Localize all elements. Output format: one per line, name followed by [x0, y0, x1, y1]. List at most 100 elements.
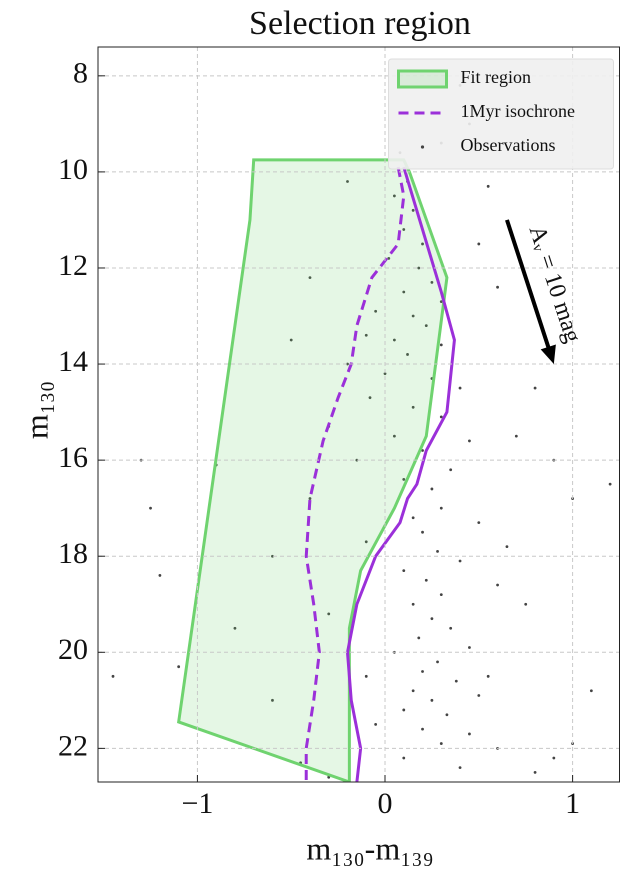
observation-point: [430, 617, 434, 621]
observation-point: [552, 756, 556, 760]
legend-marker: [420, 145, 425, 149]
legend-label: Fit region: [461, 67, 532, 87]
x-tick-label: 1: [565, 787, 580, 820]
observation-point: [417, 636, 421, 640]
observation-point: [449, 626, 453, 630]
observation-point: [149, 506, 152, 510]
observation-point: [424, 578, 428, 582]
observation-point: [411, 689, 415, 693]
observation-point: [505, 545, 509, 549]
observation-point: [411, 208, 415, 212]
observation-point: [524, 602, 528, 606]
y-tick-label: 10: [58, 153, 88, 186]
observation-point: [402, 756, 406, 760]
observation-point: [346, 180, 349, 183]
y-tick-label: 8: [73, 57, 88, 90]
observation-point: [368, 396, 372, 400]
observation-point: [468, 732, 471, 736]
observation-point: [383, 372, 387, 376]
arrow-head: [540, 344, 556, 365]
y-tick-label: 22: [58, 729, 88, 762]
observation-point: [439, 415, 443, 419]
observation-point: [411, 516, 415, 520]
observation-point: [111, 674, 115, 678]
x-tick-label: −1: [181, 787, 213, 820]
observation-point: [430, 280, 434, 284]
observation-point: [411, 602, 415, 606]
y-axis-label: m₁₃₀: [18, 381, 54, 439]
observation-point: [449, 468, 453, 472]
observation-point: [439, 300, 443, 304]
isochrone-line: [345, 166, 456, 782]
observation-point: [308, 276, 312, 279]
observation-point: [589, 689, 593, 693]
observation-point: [233, 626, 237, 630]
observation-point: [411, 405, 415, 409]
observation-point: [468, 646, 471, 649]
observation-point: [439, 742, 443, 745]
observation-point: [289, 338, 293, 342]
observation-point: [402, 290, 406, 294]
observation-point: [477, 521, 481, 524]
observation-point: [454, 679, 458, 683]
observation-point: [417, 266, 421, 270]
observation-point: [402, 477, 406, 481]
observation-point: [486, 184, 490, 188]
observation-point: [477, 694, 481, 697]
observation-point: [392, 434, 396, 438]
y-tick-label: 18: [58, 537, 88, 570]
fit-region: [177, 158, 449, 782]
observation-point: [402, 228, 406, 231]
x-axis-label: m₁₃₀-m₁₃₉: [306, 830, 433, 866]
x-tick-label: 0: [378, 787, 393, 820]
observation-point: [514, 434, 518, 438]
observation-point: [458, 766, 462, 769]
legend: Fit region 1Myr isochrone Observations: [388, 58, 614, 170]
observation-point: [374, 309, 378, 313]
observation-point: [364, 674, 368, 678]
observation-point: [439, 343, 443, 347]
observation-point: [421, 530, 424, 534]
observation-point: [271, 698, 274, 702]
observation-point: [496, 583, 499, 587]
plot-area: [111, 84, 612, 782]
annotation-arrow: [505, 219, 552, 352]
legend-label: Observations: [461, 135, 556, 155]
observation-point: [177, 665, 181, 669]
observation-point: [402, 569, 406, 573]
observation-point: [411, 314, 415, 318]
y-tick-label: 20: [58, 633, 88, 666]
isochrone-line: [304, 166, 406, 782]
observation-point: [374, 722, 378, 726]
legend-marker: [397, 69, 448, 89]
y-tick-label: 16: [58, 441, 88, 474]
observation-point: [608, 482, 612, 486]
observation-point: [158, 574, 162, 577]
observation-point: [346, 362, 349, 366]
observation-point: [387, 256, 391, 260]
observation-point: [430, 487, 434, 491]
observation-point: [430, 698, 434, 702]
observation-point: [421, 727, 424, 731]
observation-point: [421, 670, 424, 673]
chart-title: Selection region: [249, 5, 471, 42]
observation-point: [477, 242, 481, 246]
observation-point: [308, 497, 312, 500]
observation-point: [271, 554, 274, 558]
observation-point: [468, 439, 471, 443]
y-tick-label: 12: [58, 249, 88, 282]
observation-point: [436, 660, 439, 664]
observation-point: [355, 458, 359, 462]
observation-point: [327, 612, 331, 616]
observation-point: [402, 708, 406, 712]
observation-point: [364, 540, 368, 544]
observation-point: [392, 338, 396, 342]
observation-point: [439, 506, 443, 510]
observation-point: [392, 194, 396, 198]
annotation-text: Aᵥ = 10 mag: [524, 222, 586, 345]
observation-point: [533, 770, 537, 774]
observation-point: [486, 674, 490, 678]
observation-point: [406, 353, 409, 356]
observation-point: [458, 386, 462, 390]
